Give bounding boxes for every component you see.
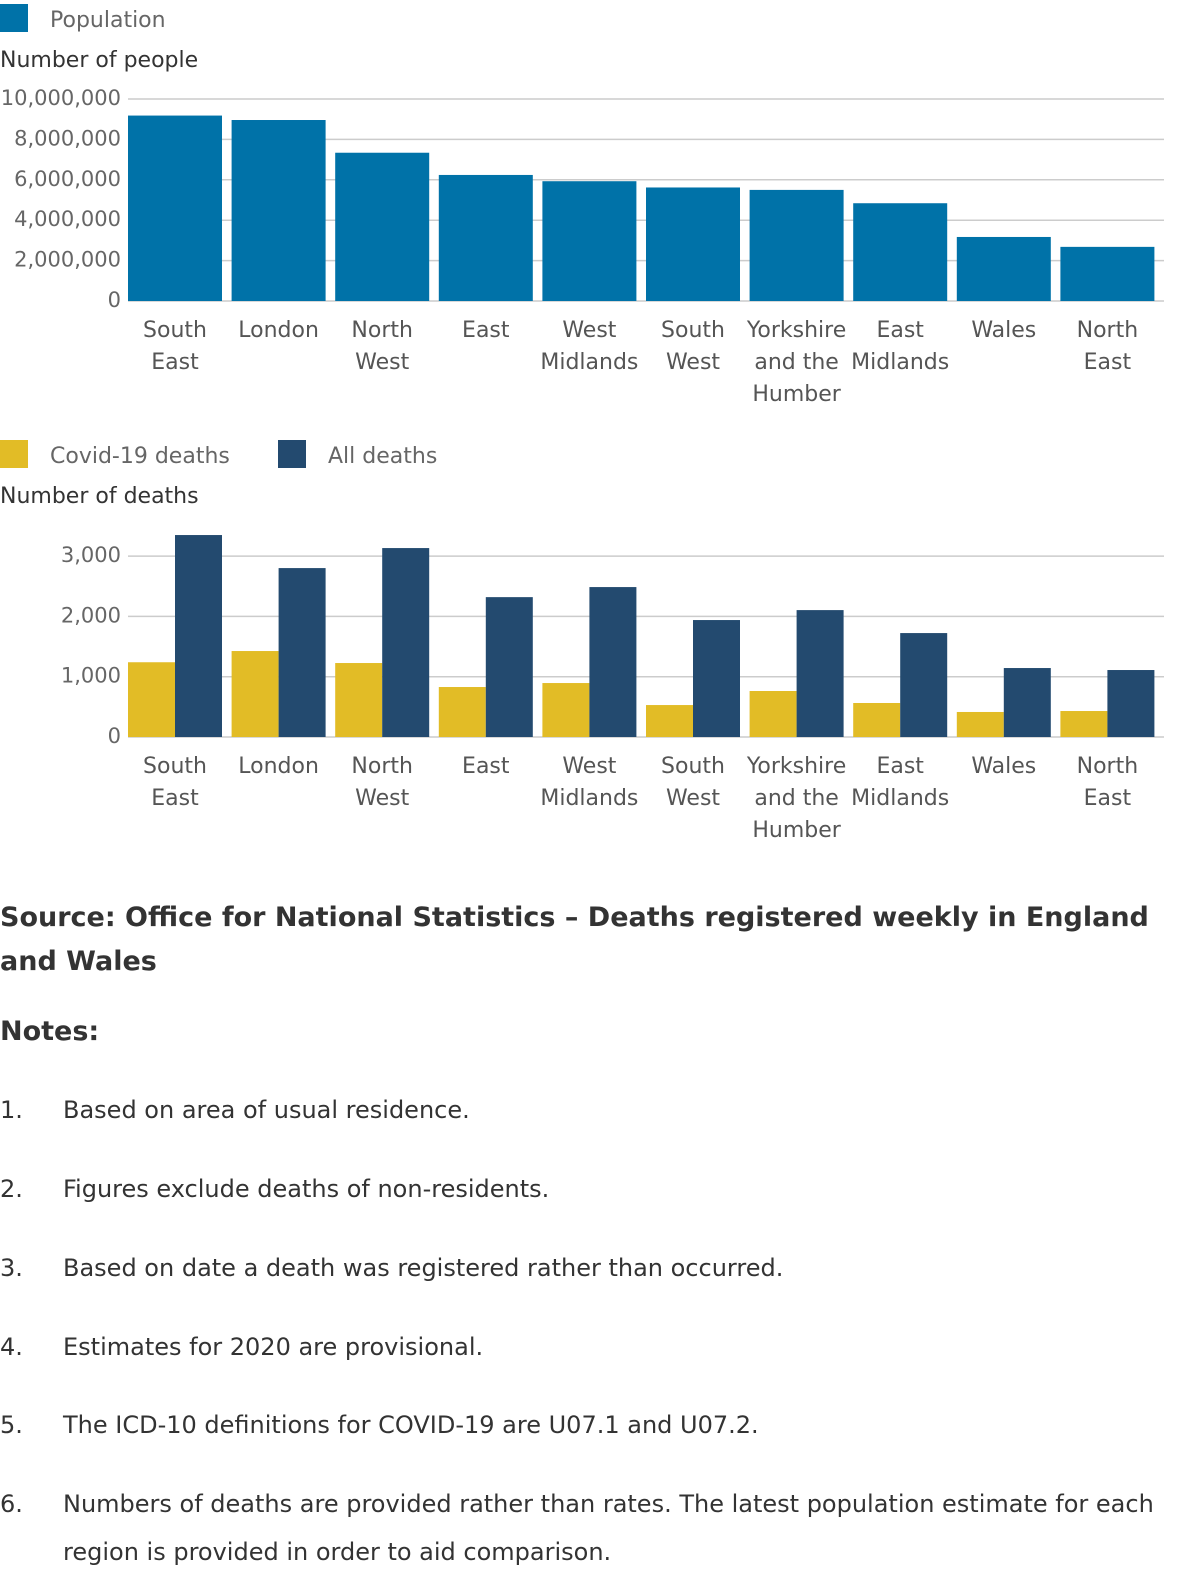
note: 1. Based on area of usual residence. — [0, 1086, 1180, 1134]
bar — [128, 662, 175, 737]
note-number: 6. — [0, 1490, 23, 1518]
note-text: Based on date a death was registered rat… — [63, 1254, 784, 1282]
bar — [128, 115, 222, 302]
legend-label: Population — [50, 8, 166, 33]
x-tick-label: North West — [351, 318, 413, 375]
x-tick-label: South East — [143, 754, 207, 811]
y-axis-label: Number of people — [0, 48, 198, 73]
source: Source: Office for National Statistics –… — [0, 902, 1149, 977]
note-number: 1. — [0, 1096, 23, 1124]
x-tick-label: East — [462, 318, 510, 343]
y-tick-label: 1,000 — [61, 664, 121, 688]
bar — [1003, 668, 1051, 737]
bar — [646, 705, 693, 737]
x-tick-label: South East — [143, 318, 207, 375]
bar — [1060, 711, 1108, 737]
legend-label: Covid-19 deaths — [50, 444, 230, 469]
legend-swatch — [0, 440, 28, 468]
x-tick-label: West Midlands — [540, 318, 639, 375]
note: 6. Numbers of deaths are provided rather … — [0, 1480, 1180, 1576]
note-text: Figures exclude deaths of non-residents. — [63, 1175, 550, 1203]
x-tick-label: London — [238, 754, 319, 779]
legend-label: All deaths — [328, 444, 437, 469]
bar — [693, 620, 740, 737]
x-tick-label: Yorkshire and the Humber — [746, 754, 847, 843]
note-text: Numbers of deaths are provided rather th… — [63, 1490, 1154, 1566]
bar — [335, 152, 430, 301]
note: 5. The ICD-10 definitions for COVID-19 ar… — [0, 1401, 1180, 1449]
bar — [589, 587, 637, 737]
y-tick-label: 10,000,000 — [1, 86, 121, 110]
note-number: 4. — [0, 1333, 23, 1361]
bar — [438, 687, 486, 737]
y-tick-label: 8,000,000 — [14, 126, 121, 150]
notes-heading: Notes: — [0, 1016, 100, 1047]
legend-swatch — [0, 4, 28, 32]
note-text: Estimates for 2020 are provisional. — [63, 1333, 484, 1361]
x-tick-label: East — [462, 754, 510, 779]
x-tick-label: London — [238, 318, 319, 343]
bar — [646, 187, 740, 301]
y-tick-label: 2,000 — [61, 603, 121, 627]
bar — [335, 663, 383, 737]
bar — [853, 203, 948, 301]
note-number: 2. — [0, 1175, 23, 1203]
x-tick-label: North West — [351, 754, 413, 811]
bar — [1060, 246, 1155, 301]
bar — [382, 548, 430, 737]
x-tick-label: South West — [661, 318, 725, 375]
bar — [749, 189, 844, 301]
note-text: The ICD-10 definitions for COVID-19 are … — [63, 1411, 759, 1439]
note-text: Based on area of usual residence. — [63, 1096, 470, 1124]
bar — [900, 633, 948, 737]
x-tick-label: East Midlands — [851, 318, 950, 375]
y-tick-label: 3,000 — [61, 543, 121, 567]
bar — [956, 711, 1004, 737]
bar — [749, 691, 797, 737]
bar — [853, 702, 901, 737]
bar — [796, 610, 844, 737]
y-tick-label: 2,000,000 — [14, 248, 121, 272]
y-axis-label: Number of deaths — [0, 484, 199, 509]
bar — [231, 651, 279, 737]
note-number: 5. — [0, 1411, 23, 1439]
note: 3. Based on date a death was registered r… — [0, 1244, 1180, 1292]
note-number: 3. — [0, 1254, 23, 1282]
bar — [175, 535, 222, 737]
bar — [1107, 670, 1155, 737]
note: 2. Figures exclude deaths of non-resident… — [0, 1165, 1180, 1213]
legend-swatch — [278, 440, 306, 468]
bar — [956, 236, 1051, 301]
bar — [278, 568, 326, 737]
x-tick-label: Wales — [971, 754, 1037, 779]
x-tick-label: North East — [1076, 318, 1139, 375]
bar — [485, 597, 533, 737]
bar — [542, 683, 590, 737]
bar — [542, 181, 637, 301]
x-tick-label: East Midlands — [851, 754, 950, 811]
bar — [231, 120, 326, 302]
y-tick-label: 4,000,000 — [14, 207, 121, 231]
y-tick-label: 0 — [108, 724, 121, 748]
x-tick-label: North East — [1076, 754, 1139, 811]
x-tick-label: West Midlands — [540, 754, 639, 811]
x-tick-label: Yorkshire and the Humber — [746, 318, 847, 407]
x-tick-label: Wales — [971, 318, 1037, 343]
y-tick-label: 0 — [108, 288, 121, 312]
x-tick-label: South West — [661, 754, 725, 811]
y-tick-label: 6,000,000 — [14, 167, 121, 191]
charts: Population Number of people 0 2,000,000 4,00… — [0, 4, 1164, 748]
bar — [438, 174, 533, 301]
note: 4. Estimates for 2020 are provisional. — [0, 1323, 1180, 1371]
